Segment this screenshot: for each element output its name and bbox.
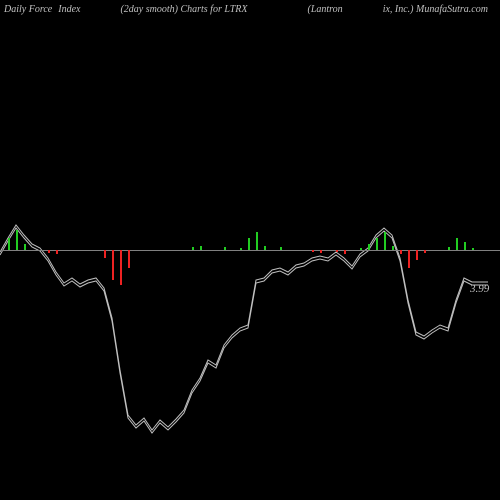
title-part3: (2day smooth) Charts for LTRX: [120, 4, 247, 15]
force-bar: [320, 250, 322, 253]
force-bar: [120, 250, 122, 285]
price-line: [0, 225, 488, 430]
force-bar: [8, 238, 10, 250]
force-bar: [464, 242, 466, 250]
force-bar: [104, 250, 106, 258]
price-line-shadow: [0, 228, 488, 433]
force-bar: [256, 232, 258, 250]
force-bar: [448, 247, 450, 250]
title-part5: ix, Inc.) MunafaSutra.com: [383, 4, 488, 15]
force-bar: [408, 250, 410, 268]
force-bar: [224, 247, 226, 250]
force-bar: [400, 250, 402, 254]
force-bar: [248, 238, 250, 250]
force-bar: [56, 250, 58, 254]
force-bar: [48, 250, 50, 253]
force-bar: [456, 238, 458, 250]
force-bar: [312, 250, 314, 252]
title-part4: (Lantron: [307, 4, 342, 15]
force-bar: [472, 248, 474, 250]
force-bar: [192, 247, 194, 250]
force-bar: [344, 250, 346, 254]
force-bar: [416, 250, 418, 260]
force-bar: [392, 246, 394, 250]
force-bar: [376, 238, 378, 250]
force-bar: [112, 250, 114, 280]
force-bar: [368, 244, 370, 250]
force-bar: [264, 246, 266, 250]
force-bar: [360, 248, 362, 250]
force-bar: [384, 232, 386, 250]
force-bar: [336, 250, 338, 252]
chart-area: 3.99: [0, 20, 500, 480]
price-label: 3.99: [470, 283, 489, 295]
title-part2: Index: [58, 4, 80, 15]
force-bar: [24, 244, 26, 250]
force-bar: [200, 246, 202, 250]
force-bar: [424, 250, 426, 253]
force-bar: [280, 247, 282, 250]
force-bar: [240, 248, 242, 250]
force-bar: [128, 250, 130, 268]
chart-title: Daily Force Index (2day smooth) Charts f…: [0, 4, 500, 15]
title-part1: Daily Force: [4, 4, 52, 15]
force-bar: [16, 230, 18, 250]
